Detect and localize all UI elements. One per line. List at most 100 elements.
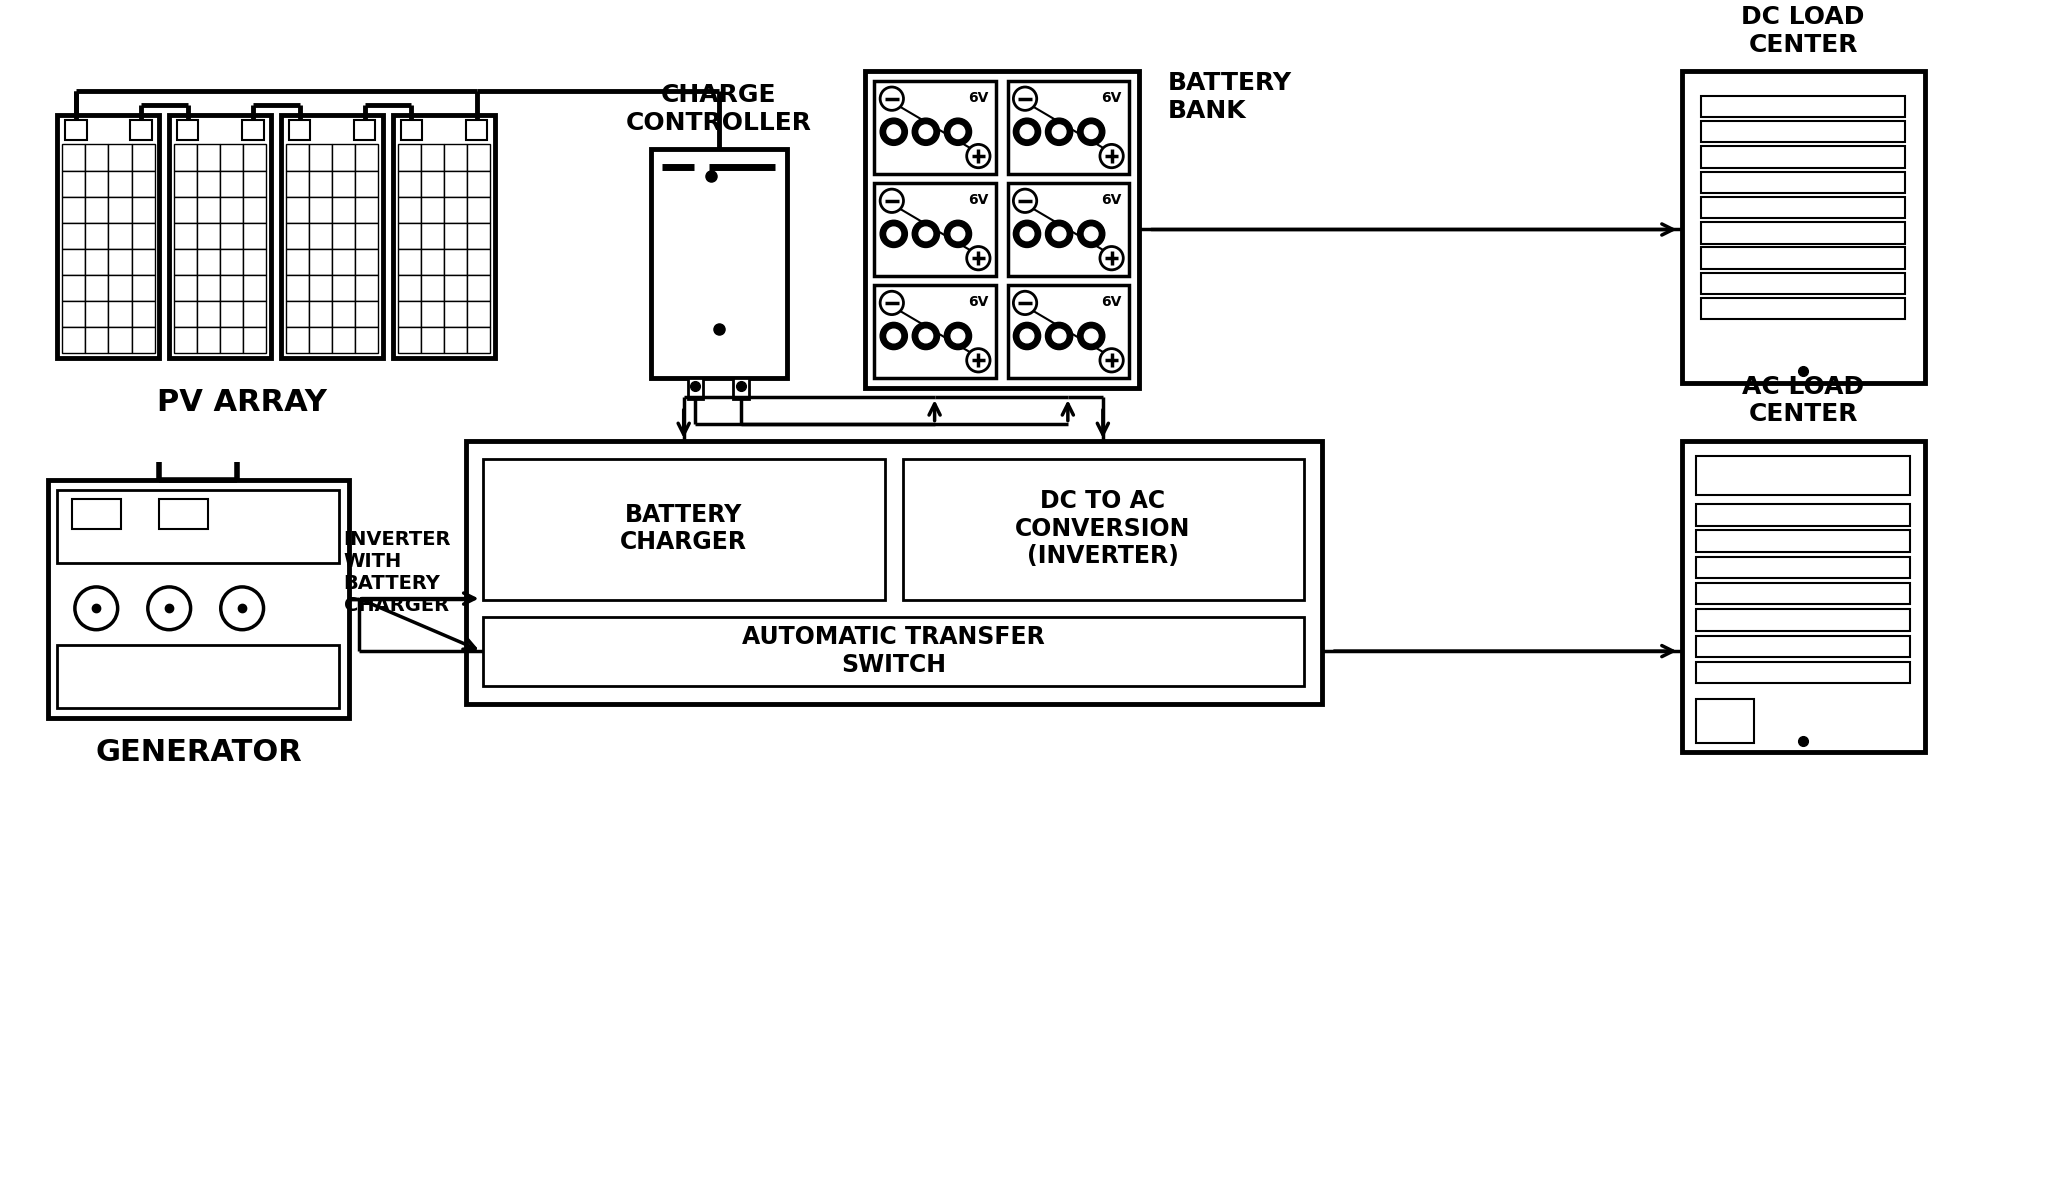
Bar: [355, 301, 378, 327]
Bar: [197, 223, 220, 249]
Bar: [353, 120, 376, 140]
Bar: [421, 197, 444, 223]
Bar: [109, 327, 131, 353]
Bar: [286, 197, 308, 223]
Bar: [220, 249, 242, 275]
Bar: [398, 275, 421, 301]
Bar: [62, 171, 86, 197]
Bar: [333, 223, 355, 249]
Bar: [242, 301, 267, 327]
Bar: [308, 145, 333, 171]
Text: DC LOAD
CENTER: DC LOAD CENTER: [1742, 5, 1865, 57]
Bar: [466, 197, 491, 223]
Bar: [62, 275, 86, 301]
Text: 6V: 6V: [1101, 295, 1121, 310]
Bar: [902, 459, 1304, 600]
Bar: [398, 145, 421, 171]
Text: 6V: 6V: [1101, 91, 1121, 104]
Bar: [421, 327, 444, 353]
Bar: [220, 171, 242, 197]
Bar: [220, 197, 242, 223]
Bar: [392, 115, 495, 358]
Bar: [197, 197, 220, 223]
Circle shape: [1085, 227, 1099, 241]
Bar: [220, 223, 242, 249]
Circle shape: [1078, 119, 1105, 146]
Bar: [197, 249, 220, 275]
Bar: [131, 301, 154, 327]
Bar: [1701, 222, 1906, 243]
Bar: [242, 275, 267, 301]
Text: 6V: 6V: [1101, 193, 1121, 208]
Bar: [131, 145, 154, 171]
Circle shape: [1021, 330, 1033, 343]
Circle shape: [951, 330, 965, 343]
Bar: [1697, 610, 1910, 631]
Circle shape: [951, 227, 965, 241]
Bar: [242, 327, 267, 353]
Circle shape: [1021, 125, 1033, 139]
Bar: [688, 378, 702, 400]
Bar: [421, 301, 444, 327]
Bar: [1701, 121, 1906, 142]
Bar: [175, 223, 197, 249]
Bar: [1701, 146, 1906, 167]
Bar: [197, 275, 220, 301]
Bar: [1701, 96, 1906, 117]
Bar: [86, 145, 109, 171]
Text: 6V: 6V: [967, 193, 988, 208]
Circle shape: [918, 125, 933, 139]
Bar: [355, 145, 378, 171]
Bar: [421, 171, 444, 197]
Bar: [1009, 286, 1130, 378]
Bar: [333, 197, 355, 223]
Bar: [175, 327, 197, 353]
Bar: [109, 301, 131, 327]
Bar: [421, 145, 444, 171]
Bar: [62, 223, 86, 249]
Bar: [197, 301, 220, 327]
Bar: [286, 145, 308, 171]
Bar: [109, 249, 131, 275]
Bar: [1701, 298, 1906, 319]
Bar: [62, 249, 86, 275]
Bar: [286, 327, 308, 353]
Circle shape: [887, 125, 900, 139]
Bar: [733, 378, 750, 400]
Bar: [175, 145, 197, 171]
Bar: [398, 223, 421, 249]
Bar: [1701, 172, 1906, 193]
Bar: [355, 223, 378, 249]
Bar: [131, 171, 154, 197]
Bar: [109, 145, 131, 171]
Bar: [86, 171, 109, 197]
Bar: [242, 171, 267, 197]
Bar: [220, 301, 242, 327]
Bar: [466, 327, 491, 353]
Circle shape: [945, 119, 972, 146]
Bar: [1697, 636, 1910, 657]
Bar: [175, 249, 197, 275]
Circle shape: [1052, 330, 1066, 343]
Circle shape: [1045, 221, 1072, 248]
Bar: [466, 171, 491, 197]
Bar: [286, 223, 308, 249]
Text: BATTERY
CHARGER: BATTERY CHARGER: [620, 503, 748, 554]
Text: CHARGE
CONTROLLER: CHARGE CONTROLLER: [626, 83, 811, 135]
Bar: [86, 301, 109, 327]
Text: INVERTER
WITH
BATTERY
CHARGER: INVERTER WITH BATTERY CHARGER: [343, 530, 452, 614]
Bar: [1697, 455, 1910, 495]
Bar: [444, 275, 466, 301]
Bar: [398, 171, 421, 197]
Bar: [865, 71, 1138, 388]
Bar: [1701, 197, 1906, 218]
Circle shape: [881, 119, 908, 146]
Circle shape: [1052, 125, 1066, 139]
Bar: [175, 275, 197, 301]
Bar: [333, 275, 355, 301]
Circle shape: [881, 221, 908, 248]
Bar: [355, 327, 378, 353]
Bar: [421, 249, 444, 275]
Bar: [175, 197, 197, 223]
Circle shape: [1078, 221, 1105, 248]
